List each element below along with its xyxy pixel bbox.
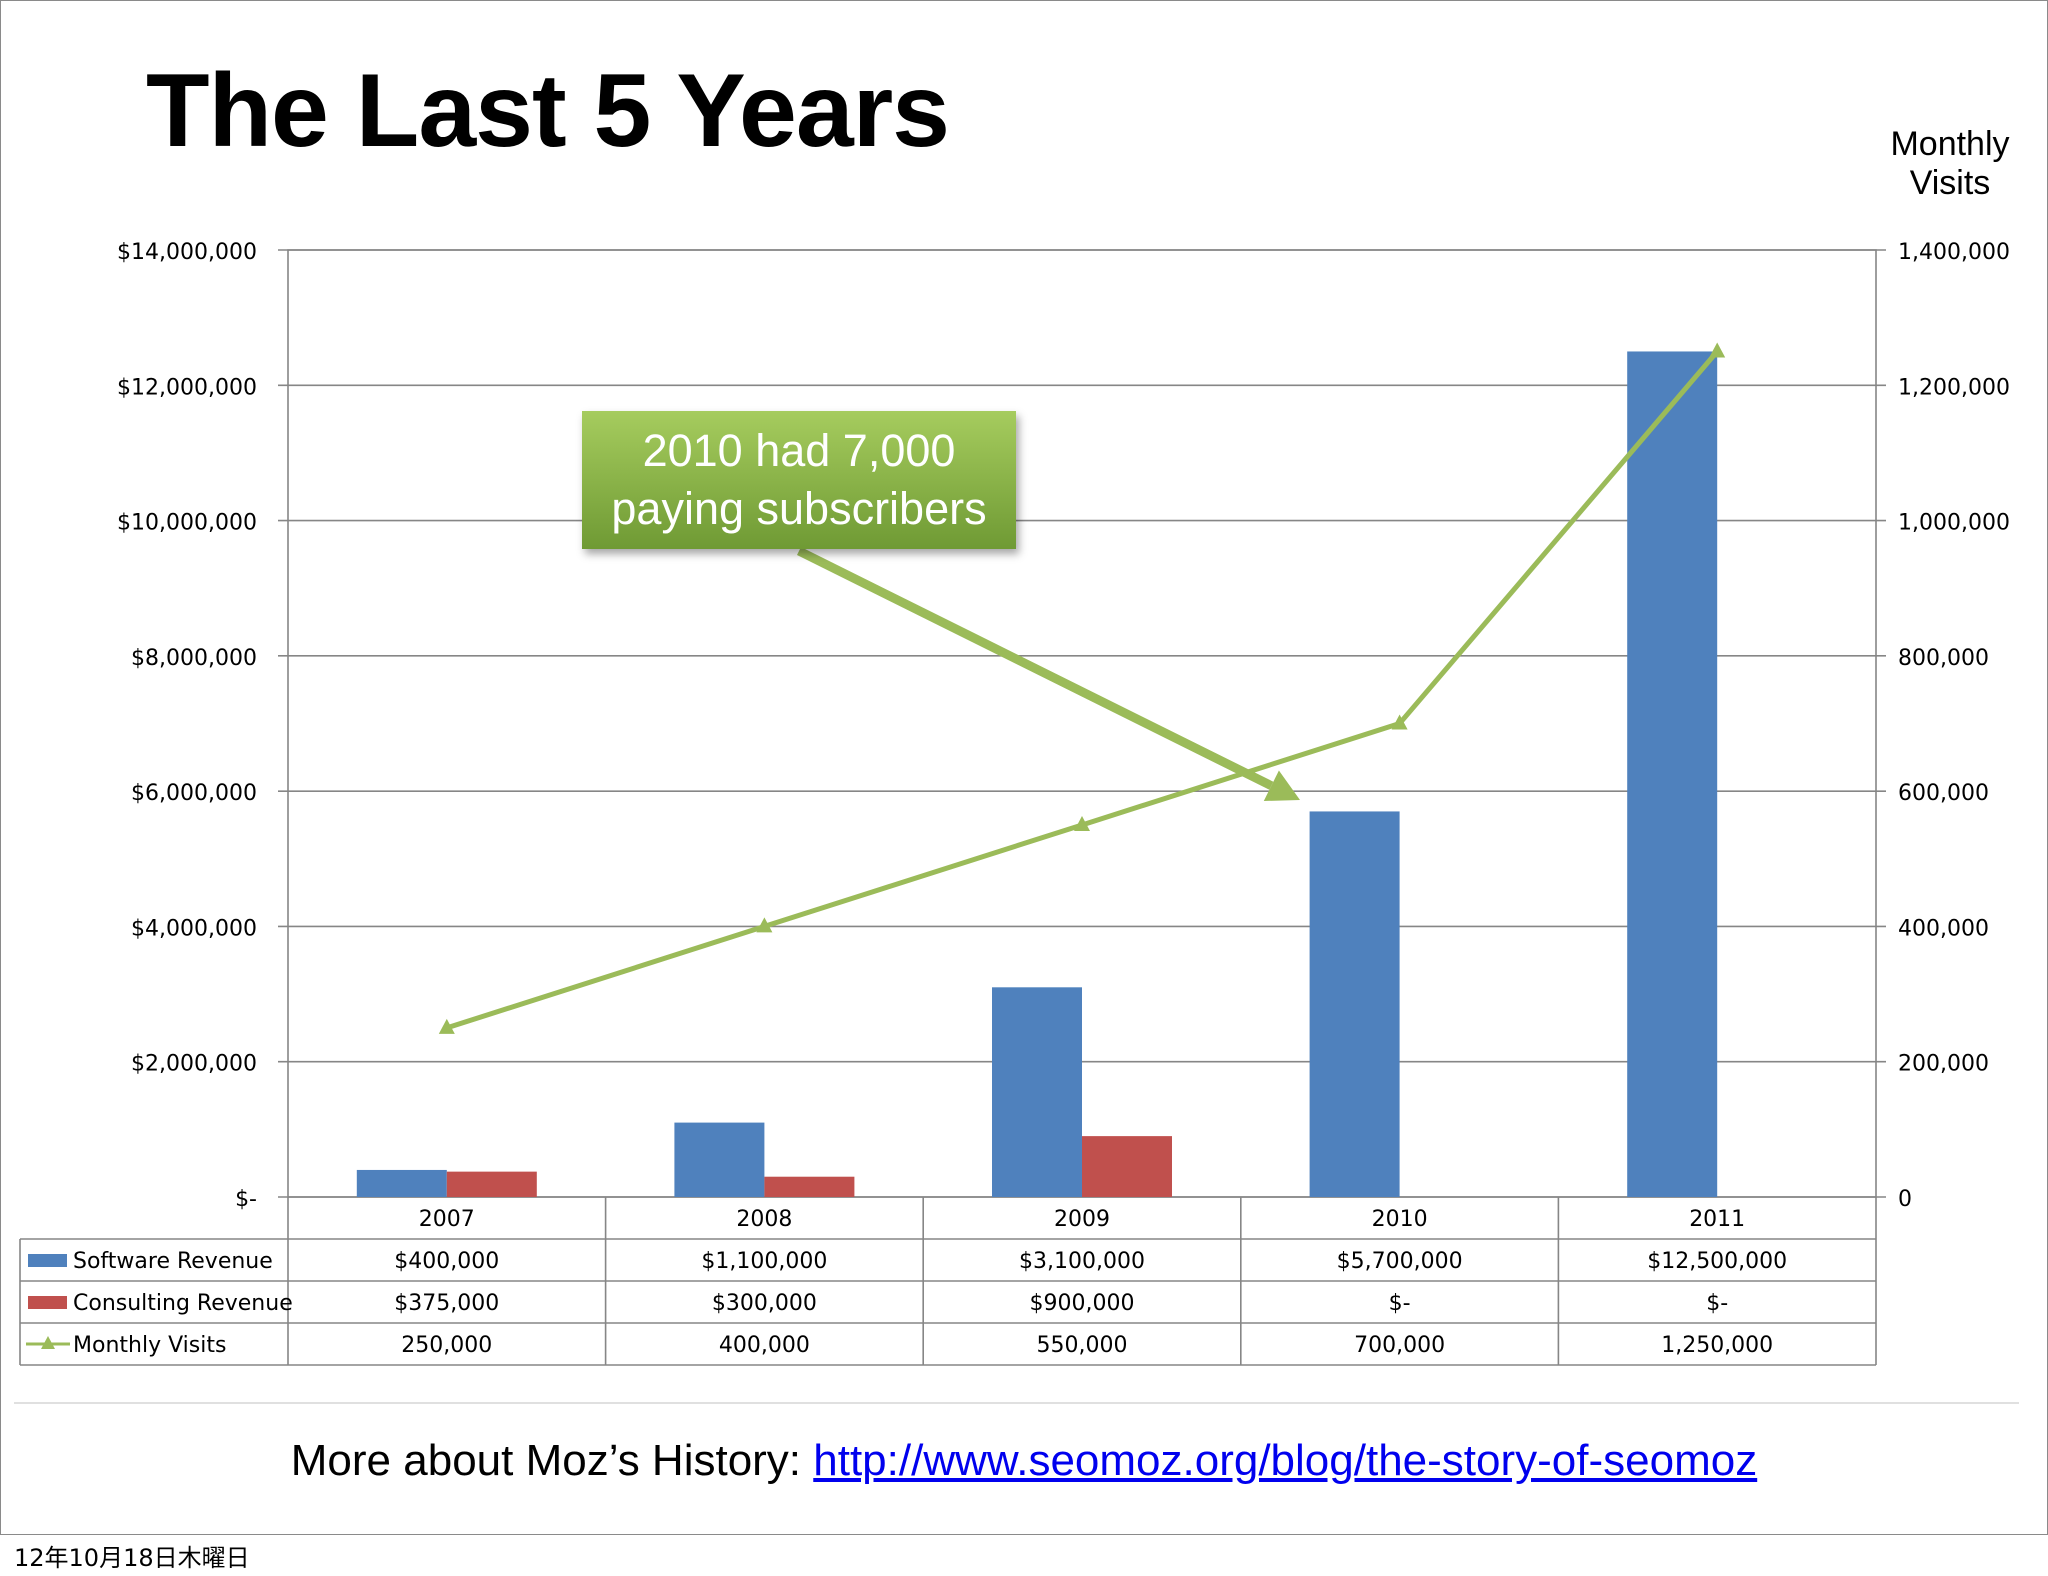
legend-entry: Consulting Revenue [73,1291,293,1316]
software-revenue-bar [356,1169,447,1197]
y2-tick-label: 1,000,000 [1898,511,2010,536]
legend-key-swatch [28,1254,67,1267]
y2-tick-label: 0 [1898,1187,1912,1212]
page-title: The Last 5 Years [146,53,950,169]
software-revenue-bar [674,1122,765,1197]
x-tick-label: 2010 [1372,1207,1428,1232]
legend-entry: Software Revenue [73,1249,273,1274]
legend-entry: Monthly Visits [73,1333,226,1358]
legend-key-swatch [28,1296,67,1309]
table-cell: $12,500,000 [1647,1249,1787,1274]
y2-tick-label: 1,200,000 [1898,375,2010,400]
x-tick-label: 2009 [1054,1207,1110,1232]
consulting-revenue-bar [446,1171,537,1197]
x-tick-label: 2011 [1689,1207,1745,1232]
footer-divider [14,1402,2019,1404]
right-axis-title-line2: Visits [1909,164,1991,202]
x-tick-label: 2007 [419,1207,475,1232]
y2-tick-label: 800,000 [1898,646,1989,671]
callout-arrow-head [1263,770,1300,801]
y2-tick-label: 400,000 [1898,916,1989,941]
y2-tick-label: 1,400,000 [1898,240,2010,265]
software-revenue-bar [992,987,1082,1197]
y-tick-label: $10,000,000 [117,511,257,536]
table-cell: 550,000 [1037,1333,1128,1358]
software-revenue-bar [1309,811,1400,1197]
y-tick-label: $- [235,1187,257,1212]
date-stamp: 12年10月18日木曜日 [14,1544,250,1572]
monthly-visits-marker [1074,815,1090,831]
monthly-visits-marker [438,1018,455,1034]
table-cell: 1,250,000 [1661,1333,1773,1358]
callout-line2: paying subscribers [611,483,987,534]
monthly-visits-marker [1709,342,1726,358]
subscribers-callout: 2010 had 7,000 paying subscribers [582,411,1016,549]
monthly-visits-marker [1391,714,1408,730]
consulting-revenue-bar [764,1176,855,1197]
y-tick-label: $2,000,000 [131,1052,257,1077]
monthly-visits-marker [756,917,773,933]
table-cell: $1,100,000 [701,1249,827,1274]
y-tick-label: $8,000,000 [131,646,257,671]
callout-arrow-shaft [796,546,1274,790]
x-tick-label: 2008 [736,1207,792,1232]
y-tick-label: $12,000,000 [117,375,257,400]
y2-tick-label: 600,000 [1898,781,1989,806]
table-cell: $375,000 [394,1291,499,1316]
table-cell: $900,000 [1030,1291,1135,1316]
legend-key-marker [41,1336,55,1349]
footer-prefix: More about Moz’s History: [290,1436,814,1485]
history-link[interactable]: http://www.seomoz.org/blog/the-story-of-… [813,1436,1758,1485]
y2-tick-label: 200,000 [1898,1052,1989,1077]
y-tick-label: $14,000,000 [117,240,257,265]
y-tick-label: $6,000,000 [131,781,257,806]
callout-line1: 2010 had 7,000 [642,425,956,476]
consulting-revenue-bar [1082,1136,1172,1197]
table-cell: $- [1706,1291,1728,1316]
table-cell: $- [1389,1291,1411,1316]
table-cell: $3,100,000 [1019,1249,1145,1274]
right-axis-title-line1: Monthly [1890,125,2010,163]
footer: More about Moz’s History: http://www.seo… [0,1436,2048,1486]
table-cell: 700,000 [1354,1333,1445,1358]
table-cell: $300,000 [712,1291,817,1316]
table-cell: 250,000 [401,1333,492,1358]
table-cell: 400,000 [719,1333,810,1358]
table-cell: $400,000 [394,1249,499,1274]
software-revenue-bar [1627,351,1718,1197]
right-axis-title: Monthly Visits [1865,125,2035,203]
table-cell: $5,700,000 [1337,1249,1463,1274]
y-tick-label: $4,000,000 [131,916,257,941]
